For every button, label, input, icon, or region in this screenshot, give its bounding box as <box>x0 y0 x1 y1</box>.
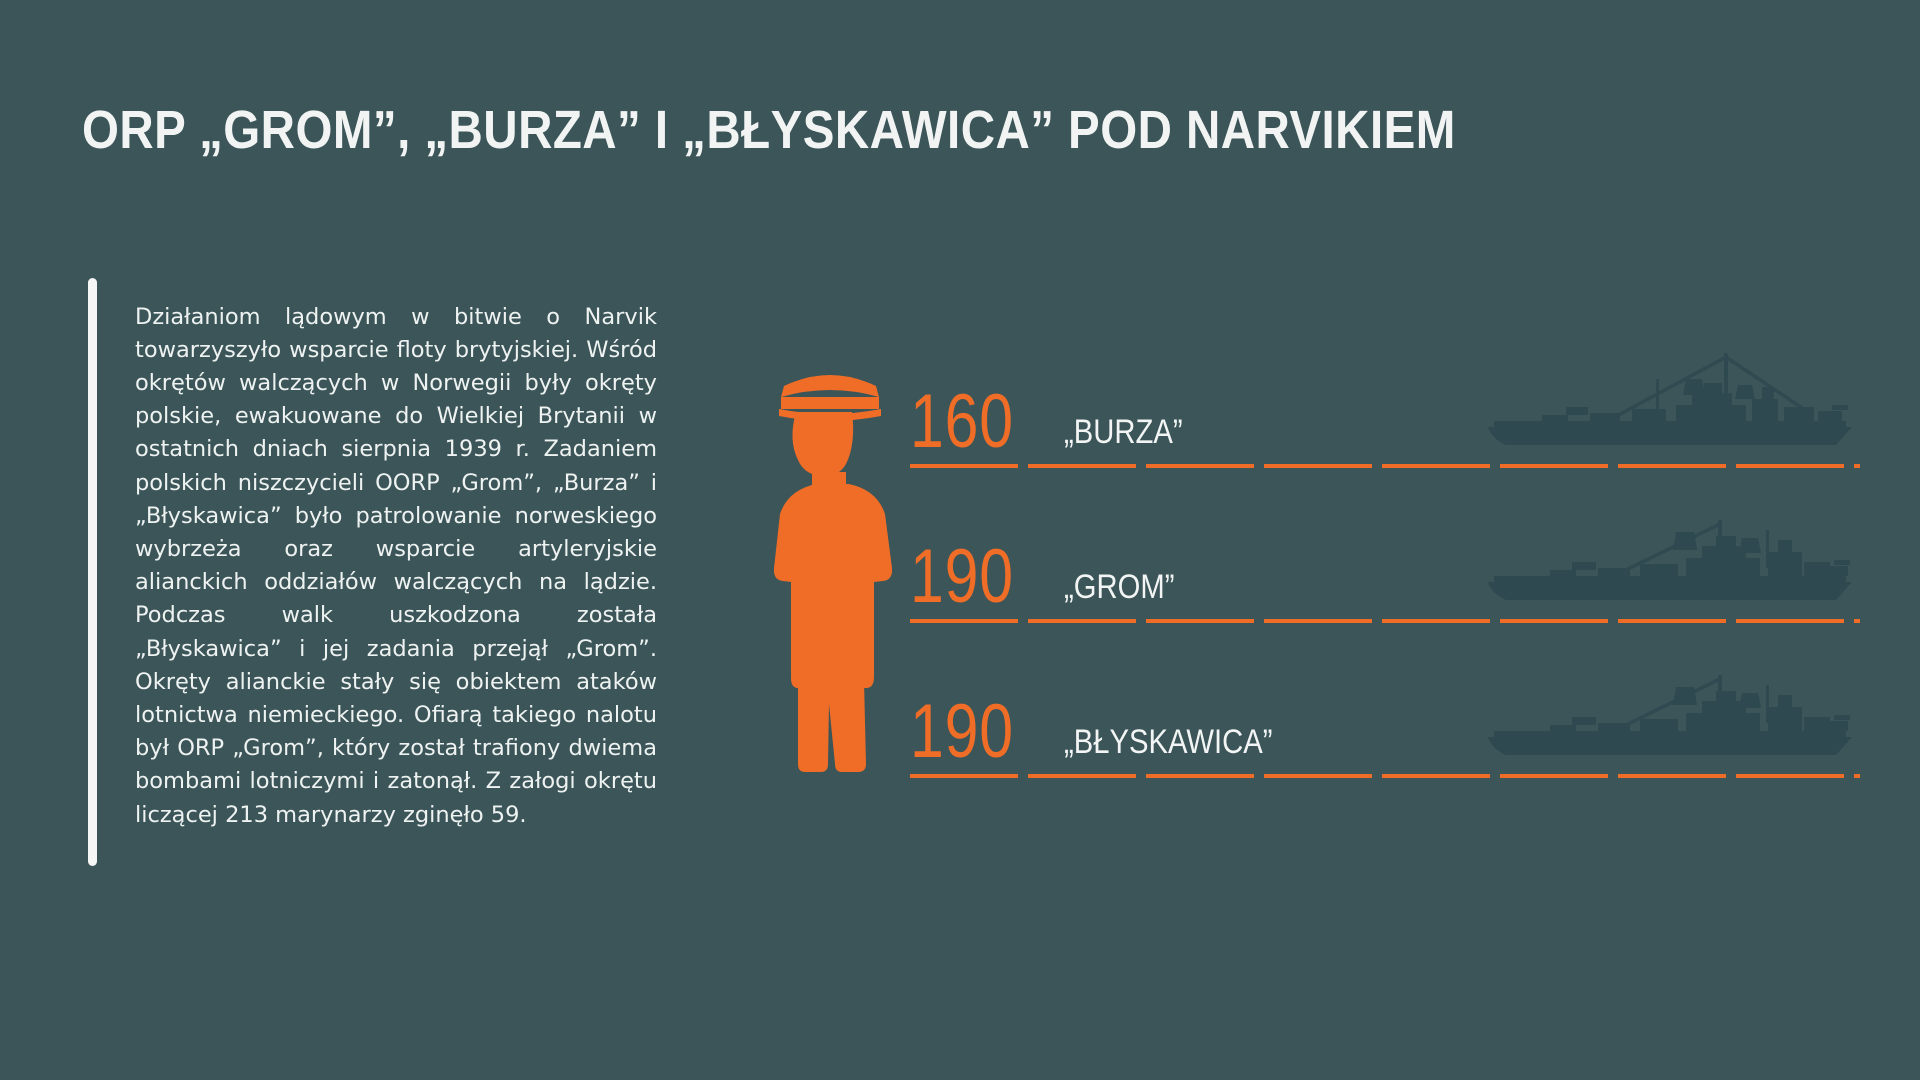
ship-silhouette-icon <box>1364 499 1860 609</box>
chart-rows: 160 „BURZA” <box>910 330 1860 780</box>
crew-count-value: 190 <box>910 689 1014 775</box>
chart-row: 190 „GROM” <box>910 485 1860 623</box>
crew-count-value: 160 <box>910 379 1014 465</box>
crew-count-value: 190 <box>910 534 1014 620</box>
page-title: ORP „GROM”, „BURZA” I „BŁYSKAWICA” POD N… <box>82 100 1456 161</box>
chart-row: 190 „BŁYSKAWICA” <box>910 640 1860 778</box>
ship-silhouette-icon <box>1364 344 1860 454</box>
row-baseline-rule <box>910 774 1860 778</box>
row-baseline-rule <box>910 619 1860 623</box>
ship-silhouette-icon <box>1364 654 1860 764</box>
row-baseline-rule <box>910 464 1860 468</box>
sailor-silhouette-icon <box>750 350 910 780</box>
crew-comparison-chart: 160 „BURZA” <box>750 330 1860 780</box>
article-block: Działaniom lądowym w bitwie o Narvik tow… <box>88 278 658 866</box>
accent-bar <box>88 278 97 866</box>
ship-name-label: „GROM” <box>1064 568 1175 606</box>
ship-name-label: „BŁYSKAWICA” <box>1064 723 1273 761</box>
article-body: Działaniom lądowym w bitwie o Narvik tow… <box>135 303 657 828</box>
chart-row: 160 „BURZA” <box>910 330 1860 468</box>
ship-name-label: „BURZA” <box>1064 413 1183 451</box>
